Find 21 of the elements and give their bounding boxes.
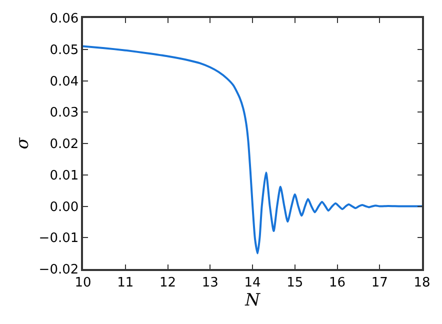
x-tick-label: 13	[202, 275, 218, 290]
y-tick-label: 0.05	[50, 42, 79, 58]
y-tick-label: −0.02	[38, 262, 79, 278]
y-tick-label: 0.06	[50, 12, 79, 27]
x-tick-label: 17	[371, 275, 388, 290]
x-tick-label: 15	[286, 275, 304, 290]
line-series	[83, 45, 422, 254]
x-tick-label: 11	[117, 275, 134, 290]
y-tick-label: −0.01	[38, 231, 79, 246]
x-tick-label: 14	[244, 275, 261, 290]
x-axis-title: N	[244, 290, 262, 310]
x-tick-label: 12	[159, 275, 176, 290]
y-tick-label: 0.01	[50, 168, 79, 184]
y-tick-label: 0.04	[50, 74, 79, 90]
x-tick-label: 10	[74, 275, 92, 290]
y-axis-title: σ	[12, 137, 33, 150]
y-tick-label: 0.02	[50, 137, 79, 152]
x-tick-label: 16	[328, 275, 346, 290]
x-tick-label: 18	[414, 275, 430, 290]
y-tick-label: 0.03	[50, 106, 79, 121]
y-tick-label: 0.00	[50, 200, 79, 215]
